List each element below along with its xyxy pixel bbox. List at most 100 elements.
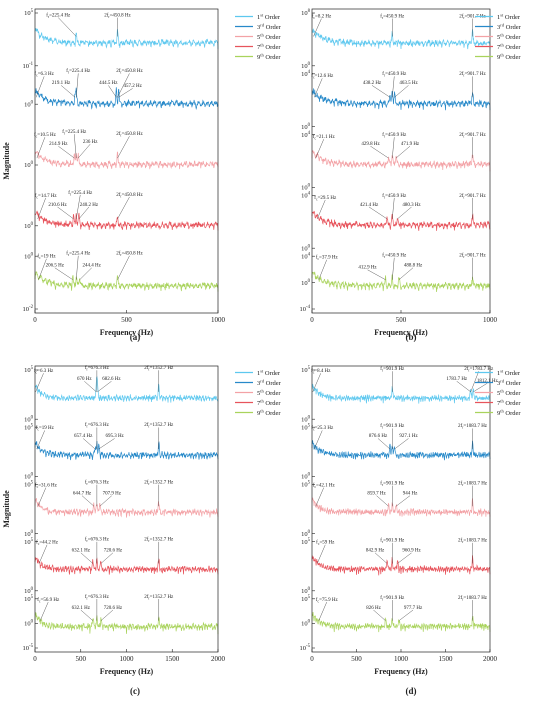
y-tick-label: 104 [301,70,311,78]
annotation-arrow [312,373,321,392]
annotation-label: fc=14.7 Hz [35,194,58,200]
annotation-label: 2fr=1783.7 Hz [464,367,494,373]
annotation-label: 2fr=901.7 Hz [459,254,486,260]
annotation-label: 977.7 Hz [404,606,423,611]
legend-label: 1st Order [497,369,521,378]
annotation-arrow [37,487,47,507]
annotation-label: fr=676.3 Hz [85,538,110,544]
y-tick-label: 105 [301,595,311,603]
annotation-label: 421.4 Hz [360,203,379,208]
series-line [311,210,491,231]
annotation-arrow [315,487,324,507]
series-line [34,497,219,518]
annotation-label: fc=59 Hz [316,541,335,547]
annotation-label: 2fr=450.8 Hz [104,13,131,19]
legend-label: 5th Order [257,389,281,398]
annotation-label: 2fr=901.7 Hz [459,133,486,139]
annotation-label: 429.8 Hz [361,142,380,147]
x-tick-label: 0 [310,316,314,324]
annotation-label: 960.9 Hz [402,549,421,554]
series-line [311,28,491,50]
annotation-arrow [117,136,130,159]
annotation-arrow [38,544,48,564]
panel-caption: (b) [406,332,417,342]
y-tick-label: 100 [301,530,311,538]
annotation-label: fc=37.9 Hz [316,256,339,262]
x-tick-label: 0 [310,655,314,663]
annotation-arrow [392,197,395,219]
annotation-arrow [100,552,114,564]
x-tick-label: 500 [396,316,407,324]
annotation-label: fr=676.3 Hz [85,366,110,372]
annotation-label: 1812.1 Hz [477,379,499,384]
annotation-label: fr=225.4 Hz [46,13,71,19]
annotation-arrow [394,85,409,98]
annotation-label: fr=901.9 Hz [380,596,405,602]
annotation-label: 2fr=1352.7 Hz [144,423,174,429]
y-tick-label: 100 [24,161,34,169]
series-line [311,150,491,172]
y-tick-label: 100 [24,587,34,595]
annotation-arrow [100,609,114,621]
annotation-arrow [376,495,389,507]
legend-label: 5th Order [257,33,281,42]
series-line [311,440,491,461]
annotation-arrow [36,430,45,450]
y-axis-label: Magnitude [2,142,11,180]
annotation-label: 457.2 Hz [123,84,142,89]
annotation-label: 2fr=450.8 Hz [116,132,143,138]
x-axis-label: Frequency (Hz) [100,328,154,337]
annotation-label: fr=901.9 Hz [380,367,405,373]
annotation-arrow [78,206,90,220]
annotation-arrow [36,137,46,159]
annotation-label: fr=901.9 Hz [380,424,405,430]
annotation-label: fr=225.4 Hz [62,130,87,136]
annotation-label: fc=42.1 Hz [313,483,336,489]
legend-label: 9th Order [257,53,281,62]
annotation-arrow [318,601,327,621]
annotation-arrow [37,197,46,219]
annotation-arrow [60,85,76,98]
annotation-label: 2fr=901.7 Hz [459,194,486,200]
annotation-arrow [392,137,395,159]
y-tick-label: 10-4 [300,305,311,313]
annotation-label: 2fr=901.7 Hz [459,72,486,78]
annotation-arrow [367,269,386,280]
axes-frame [311,365,491,653]
x-tick-label: 1500 [439,655,454,663]
y-tick-label: 104 [301,131,311,139]
y-tick-label: 100 [24,473,34,481]
annotation-arrow [314,78,323,98]
annotation-label: 876.6 Hz [369,434,388,439]
y-tick-label: 10-1 [23,62,34,70]
annotation-label: fr=901.9 Hz [380,539,405,545]
annotation-arrow [317,544,326,564]
y-tick-label: 105 [24,481,34,489]
annotation-label: 720.6 Hz [104,549,123,554]
annotation-label: 236 Hz [83,140,98,145]
annotation-label: 632.1 Hz [72,549,91,554]
annotation-arrow [473,383,488,393]
annotation-label: fc=19 Hz [36,426,55,432]
series-line [311,497,491,517]
annotation-label: fc=21.1 Hz [313,135,336,141]
panel-d: fc=8.4 Hz fr=901.9 Hz 2fr=1783.7 Hz1783.7 … [300,365,522,696]
x-tick-label: 500 [121,316,132,324]
x-tick-label: 500 [76,655,87,663]
y-tick-label: 105 [301,538,311,546]
annotation-label: fr=225.4 Hz [68,191,93,197]
annotation-arrow [373,609,386,621]
annotation-label: 2fr=450.8 Hz [116,69,143,75]
x-tick-label: 2000 [483,655,498,663]
annotation-arrow [397,206,412,220]
annotation-label: 219.1 Hz [52,81,71,86]
annotation-arrow [74,134,77,159]
series-line [311,383,491,404]
legend-label: 9th Order [497,409,521,418]
legend-label: 5th Order [497,389,521,398]
series-line [34,375,219,403]
annotation-arrow [317,199,326,219]
x-axis-label: Frequency (Hz) [374,667,428,676]
